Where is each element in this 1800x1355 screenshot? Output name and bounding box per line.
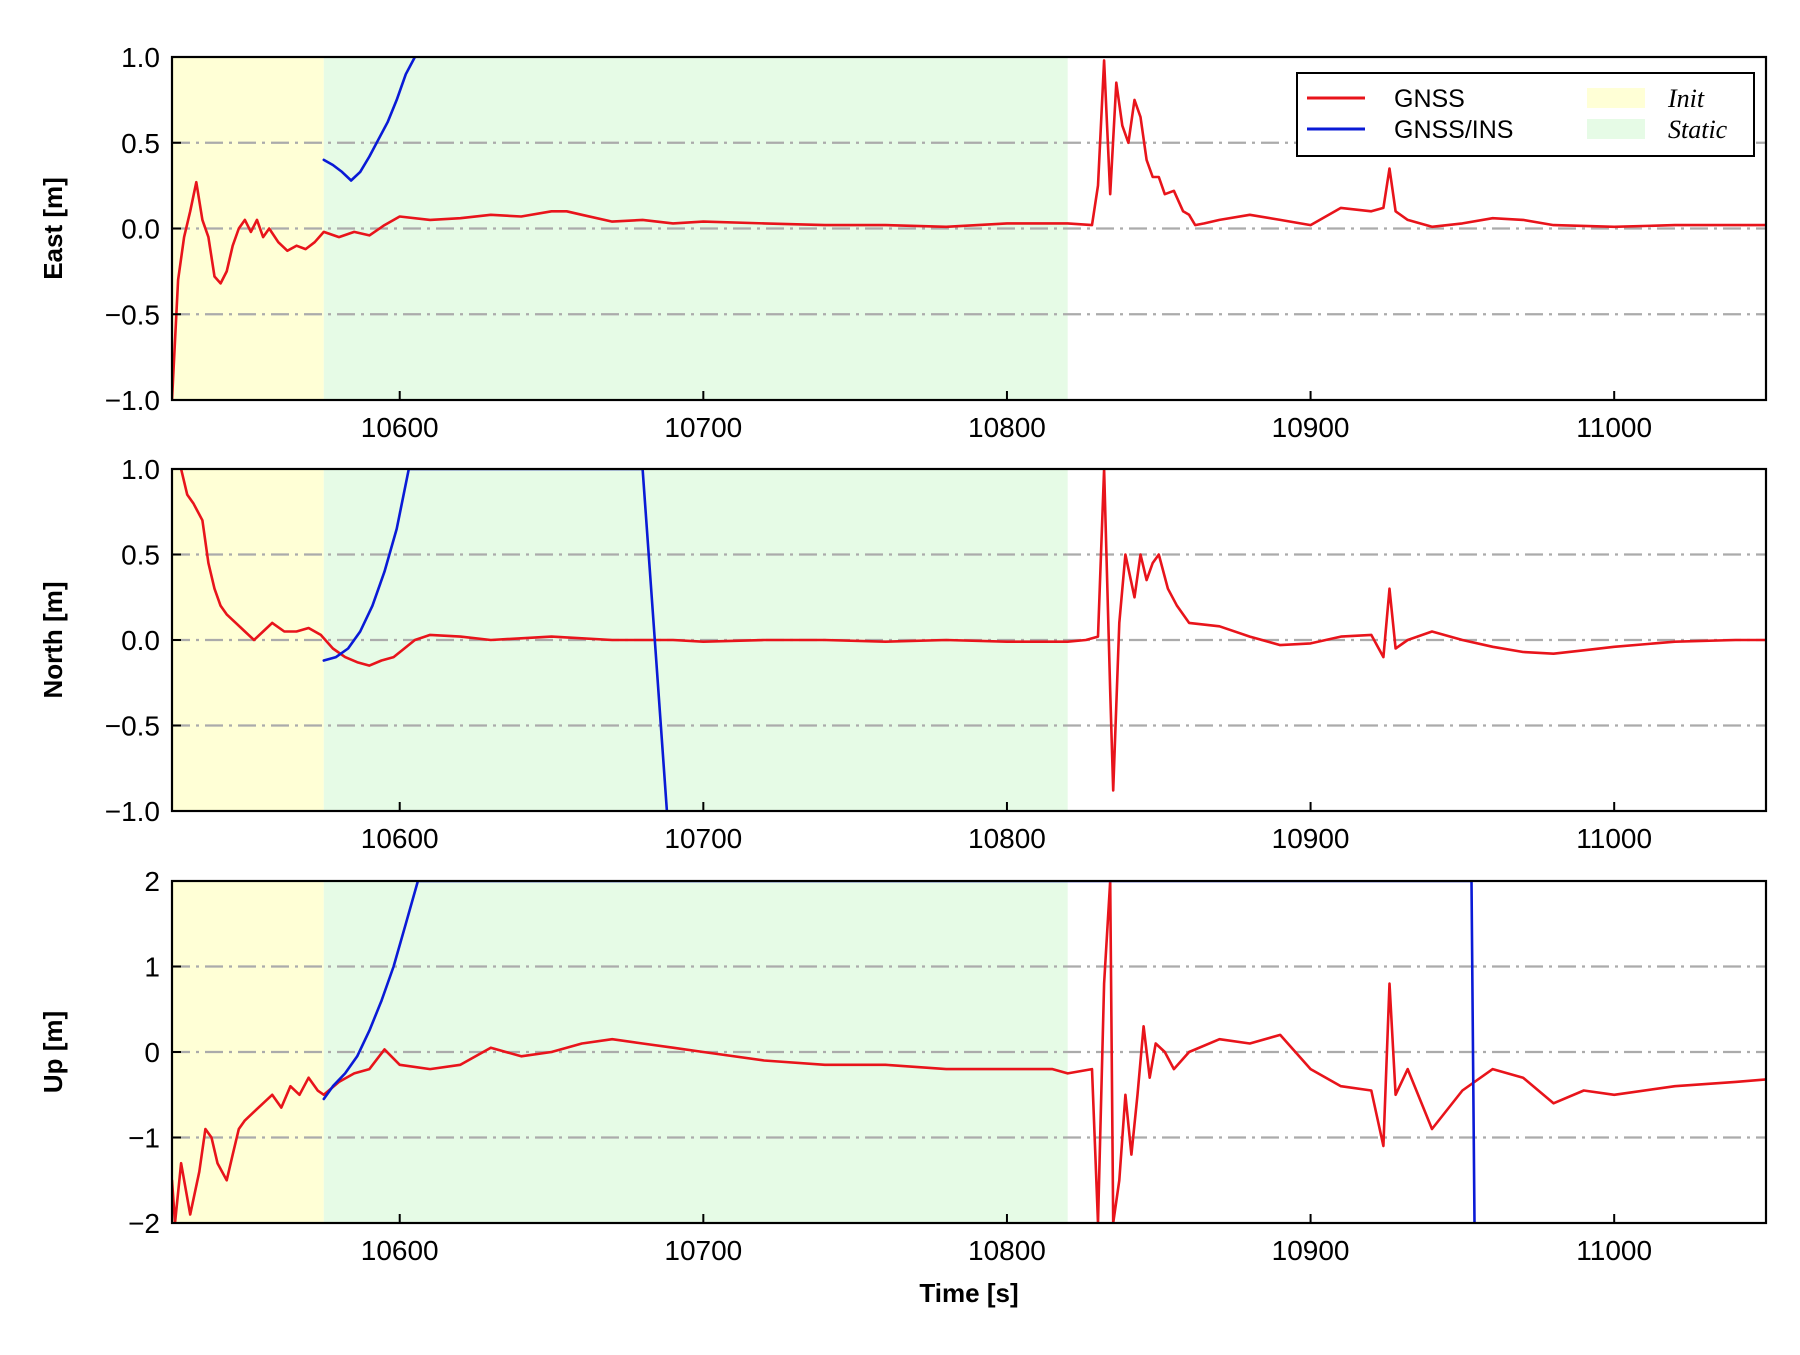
- y-tick-label: 0.5: [121, 540, 160, 571]
- static-legend-label: Static: [1668, 115, 1728, 144]
- x-tick-label: 10600: [361, 1235, 439, 1266]
- gnss-ins-legend-label: GNSS/INS: [1394, 116, 1513, 144]
- x-tick-label: 10900: [1272, 412, 1350, 443]
- gnss-ins-series-line: [322, 881, 1476, 1223]
- y-tick-label: −0.5: [105, 299, 160, 330]
- x-tick-label: 10700: [664, 823, 742, 854]
- x-tick-label: 10600: [361, 412, 439, 443]
- north-m-panel: 10600 10700 10800 10900 11000 1.0 0.5 0.0 −0.5 −1…: [38, 454, 1768, 854]
- x-tick-label: 10900: [1272, 1235, 1350, 1266]
- gnss-series-line: [172, 59, 1766, 400]
- x-tick-label: 10600: [361, 823, 439, 854]
- init-legend-swatch: [1587, 88, 1645, 108]
- y-tick-label: 2: [144, 866, 160, 897]
- gnss-series-line: [172, 881, 1766, 1223]
- y-tick-label: 0: [144, 1037, 160, 1068]
- x-tick-label: 11000: [1576, 1235, 1652, 1266]
- y-tick-label: 0.0: [121, 625, 160, 656]
- panels: 10600 10700 10800 10900 11000 1.0 0.5 0.0 −0.5 −1…: [38, 42, 1768, 1308]
- static-legend-swatch: [1587, 119, 1645, 139]
- east-m-panel: 10600 10700 10800 10900 11000 1.0 0.5 0.0 −0.5 −1…: [38, 42, 1768, 443]
- up-m-panel: 10600 10700 10800 10900 11000 2 1 0 −1 −2 Up [m] Ti…: [38, 866, 1768, 1308]
- y-tick-label: 1.0: [121, 454, 160, 485]
- y-tick-label: 0.5: [121, 128, 160, 159]
- x-axis-label: Time [s]: [919, 1278, 1018, 1308]
- y-tick-label: −0.5: [105, 711, 160, 742]
- y-tick-label: −2: [128, 1208, 160, 1239]
- series-group: [172, 881, 1766, 1223]
- x-tick-label: 10700: [664, 412, 742, 443]
- y-axis-label: North [m]: [38, 582, 68, 699]
- y-tick-label: −1.0: [105, 385, 160, 416]
- legend-box: [1296, 72, 1755, 157]
- gnss-ins-series-line: [322, 57, 417, 182]
- gnss-series-line: [179, 469, 1766, 792]
- series-group: [172, 57, 1766, 400]
- y-tick-label: 1.0: [121, 42, 160, 73]
- x-tick-label: 11000: [1576, 823, 1652, 854]
- y-tick-label: −1: [128, 1123, 160, 1154]
- series-group: [179, 469, 1766, 811]
- x-tick-label: 10900: [1272, 823, 1350, 854]
- gnss-legend-label: GNSS: [1394, 85, 1465, 113]
- y-tick-label: −1.0: [105, 796, 160, 827]
- gnss-ins-series-line: [322, 469, 669, 811]
- y-tick-label: 1: [144, 952, 160, 983]
- y-axis-label: East [m]: [38, 177, 68, 280]
- x-tick-label: 11000: [1576, 412, 1652, 443]
- y-axis-label: Up [m]: [38, 1011, 68, 1093]
- x-tick-label: 10700: [664, 1235, 742, 1266]
- init-legend-label: Init: [1667, 84, 1705, 113]
- y-tick-label: 0.0: [121, 214, 160, 245]
- x-tick-label: 10800: [968, 823, 1046, 854]
- x-tick-label: 10800: [968, 1235, 1046, 1266]
- x-tick-label: 10800: [968, 412, 1046, 443]
